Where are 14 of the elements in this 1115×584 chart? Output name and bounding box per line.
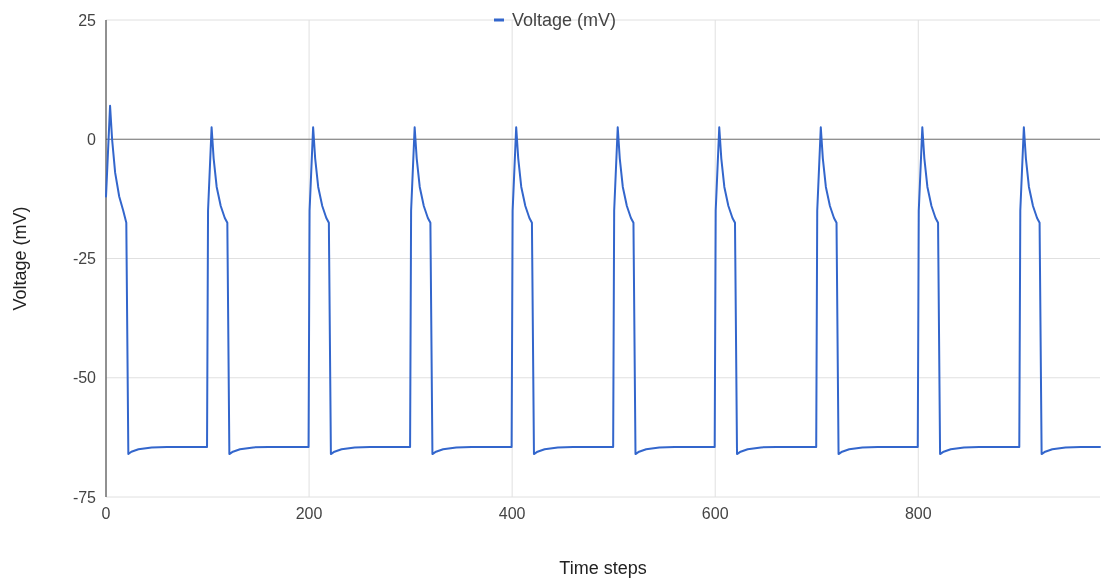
y-axis-title: Voltage (mV) xyxy=(10,206,30,311)
x-axis-title: Time steps xyxy=(559,558,647,578)
x-tick-label: 400 xyxy=(498,505,526,522)
legend-label: Voltage (mV) xyxy=(512,10,617,31)
y-tick-label: -25 xyxy=(72,250,97,268)
y-tick-label: 25 xyxy=(78,11,97,29)
y-tick-label: -50 xyxy=(72,369,97,387)
x-tick-label: 0 xyxy=(101,505,111,522)
x-tick-label: 800 xyxy=(904,505,932,522)
line-series xyxy=(105,104,1101,456)
y-tick-label: -75 xyxy=(72,488,97,506)
x-tick-label: 600 xyxy=(701,505,729,522)
x-tick-label: 200 xyxy=(295,505,323,522)
y-tick-label: 0 xyxy=(87,130,97,148)
